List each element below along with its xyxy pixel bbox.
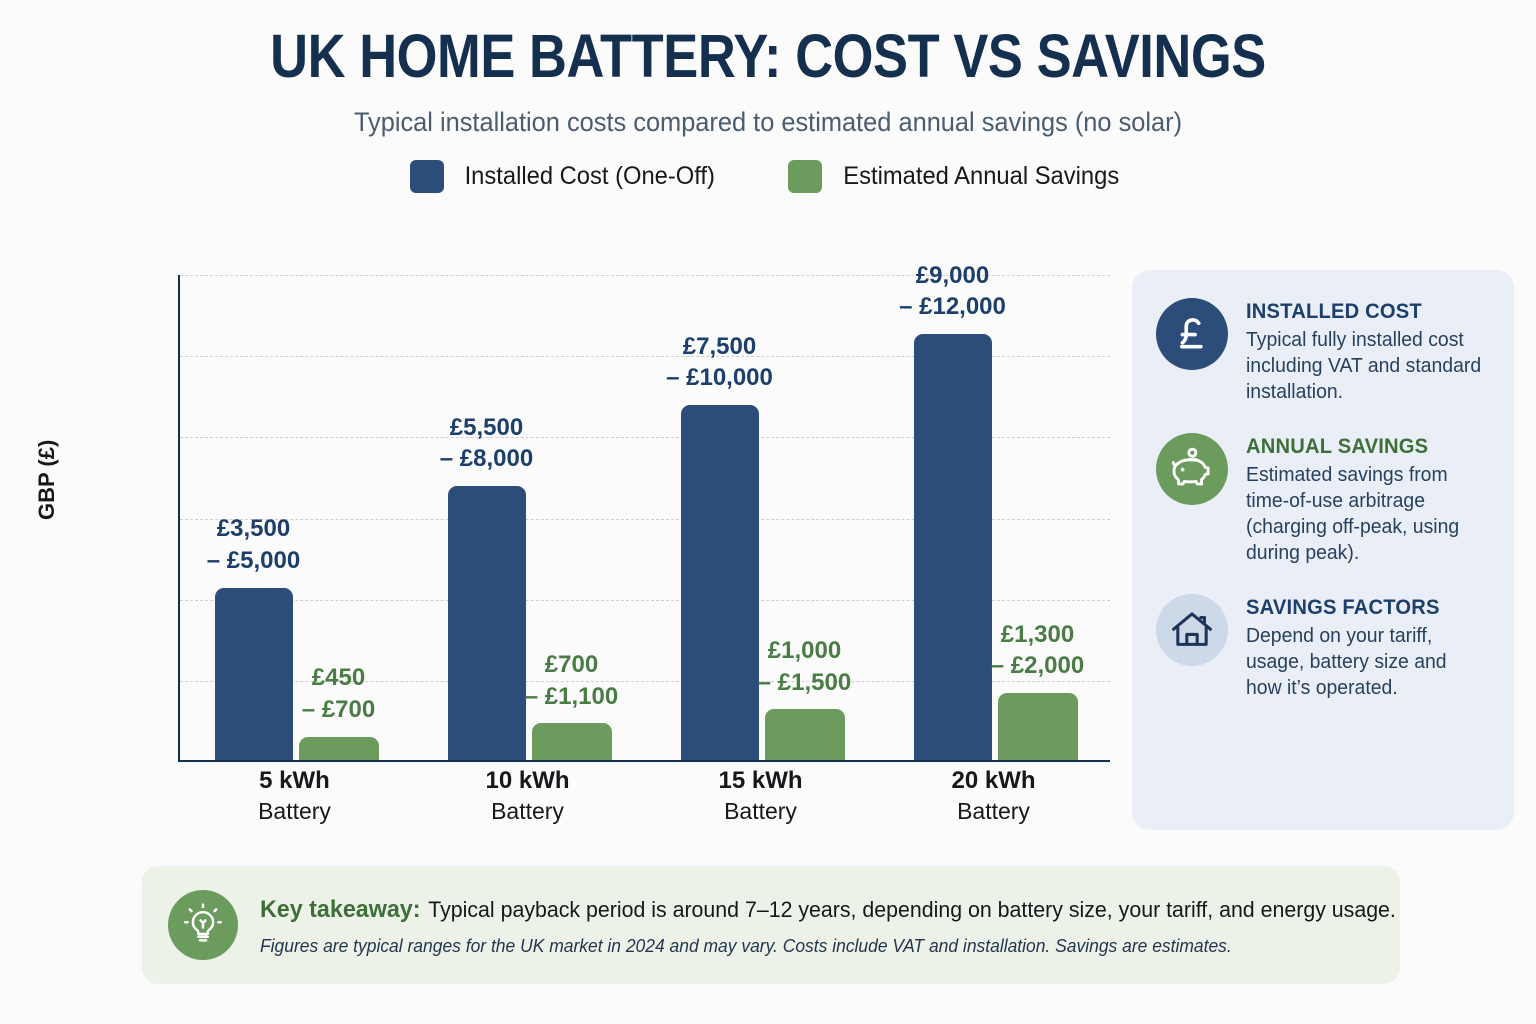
info-card-savings-factors: SAVINGS FACTORS Depend on your tariff, u… [1156, 594, 1492, 701]
gridline [180, 275, 1110, 276]
gridline [180, 437, 1110, 439]
y-axis-label: GBP (£) [34, 439, 59, 520]
bar-chart: GBP (£) £3,500– £5,000 £450– £700 £5,500– … [0, 252, 1122, 852]
key-takeaway-panel: Key takeaway: Typical payback period is a… [142, 866, 1400, 984]
main-content: GBP (£) £3,500– £5,000 £450– £700 £5,500– … [0, 252, 1536, 852]
bar-installed-cost: £5,500– £8,000 [440, 414, 533, 760]
house-icon [1156, 594, 1228, 666]
info-card-body: ANNUAL SAVINGS Estimated savings from ti… [1246, 433, 1492, 566]
key-takeaway-body: Typical payback period is around 7–12 ye… [428, 896, 1396, 922]
disclaimer-text: Figures are typical ranges for the UK ma… [260, 935, 1232, 956]
bar-value-label: £1,300– £2,000 [990, 620, 1085, 680]
x-axis-tick: 5 kWh Battery [258, 767, 331, 824]
page-title: UK HOME BATTERY: COST VS SAVINGS [270, 22, 1266, 90]
legend-item-annual-savings: Estimated Annual Savings [787, 160, 1126, 193]
chart-legend: Installed Cost (One-Off) Estimated Annua… [0, 160, 1536, 193]
info-card-body: SAVINGS FACTORS Depend on your tariff, u… [1246, 594, 1492, 701]
legend-label: Estimated Annual Savings [842, 162, 1119, 190]
square-swatch-icon [787, 160, 822, 193]
info-card-installed-cost: INSTALLED COST Typical fully installed c… [1156, 298, 1492, 405]
bar-group: £5,500– £8,000 £700– £1,100 [413, 275, 646, 760]
page-subtitle: Typical installation costs compared to e… [353, 107, 1183, 137]
gridline [180, 518, 1110, 520]
bar-group: £3,500– £5,000 £450– £700 [180, 275, 413, 760]
bar-value-label: £7,500– £10,000 [666, 332, 773, 392]
info-card-text: Depend on your tariff, usage, battery si… [1246, 625, 1447, 699]
bar-value-label: £450– £700 [301, 664, 376, 723]
legend-label: Installed Cost (One-Off) [464, 162, 715, 190]
bar-annual-savings: £700– £1,100 [525, 651, 618, 760]
lightbulb-icon [168, 890, 238, 960]
info-card-annual-savings: ANNUAL SAVINGS Estimated savings from ti… [1156, 433, 1492, 566]
piggy-bank-icon [1156, 433, 1228, 505]
key-takeaway-line: Key takeaway: Typical payback period is a… [260, 896, 1396, 924]
gridline [180, 680, 1110, 682]
bar-annual-savings: £1,000– £1,500 [758, 637, 851, 760]
header: UK HOME BATTERY: COST VS SAVINGS Typical… [0, 0, 1536, 138]
key-takeaway-text-block: Key takeaway: Typical payback period is a… [260, 894, 1431, 957]
plot-area: £3,500– £5,000 £450– £700 £5,500– £8,000 £7… [178, 262, 1112, 762]
info-sidebar: INSTALLED COST Typical fully installed c… [1132, 270, 1514, 830]
bar-value-label: £9,000– £12,000 [899, 261, 1006, 321]
pound-sterling-icon [1156, 298, 1228, 370]
bar-installed-cost: £7,500– £10,000 [666, 333, 773, 760]
bar-group: £9,000– £12,000 £1,300– £2,000 [879, 262, 1112, 760]
info-card-text: Typical fully installed cost including V… [1246, 329, 1482, 403]
bar-value-label: £700– £1,100 [524, 651, 619, 710]
info-card-title: ANNUAL SAVINGS [1246, 435, 1429, 458]
info-card-title: INSTALLED COST [1246, 300, 1422, 323]
key-takeaway-label: Key takeaway: [260, 895, 421, 923]
info-card-title: SAVINGS FACTORS [1246, 596, 1440, 619]
bar-installed-cost: £9,000– £12,000 [899, 262, 1006, 760]
square-swatch-icon [410, 160, 444, 193]
gridline [180, 599, 1110, 601]
bar-installed-cost: £3,500– £5,000 [207, 515, 300, 760]
x-axis-tick: 20 kWh Battery [951, 767, 1036, 824]
bar-group: £7,500– £10,000 £1,000– £1,500 [646, 275, 879, 760]
bar-value-label: £1,000– £1,500 [757, 636, 852, 696]
bar-value-label: £5,500– £8,000 [439, 413, 534, 473]
gridline [180, 356, 1110, 358]
x-axis-tick: 15 kWh Battery [718, 767, 803, 824]
legend-item-installed-cost: Installed Cost (One-Off) [410, 160, 722, 193]
info-card-text: Estimated savings from time-of-use arbit… [1246, 464, 1460, 564]
bar-value-label: £3,500– £5,000 [206, 515, 301, 574]
bar-annual-savings: £450– £700 [298, 664, 379, 760]
bar-annual-savings: £1,300– £2,000 [991, 621, 1084, 760]
x-axis-tick: 10 kWh Battery [485, 767, 570, 824]
info-card-body: INSTALLED COST Typical fully installed c… [1246, 298, 1492, 405]
